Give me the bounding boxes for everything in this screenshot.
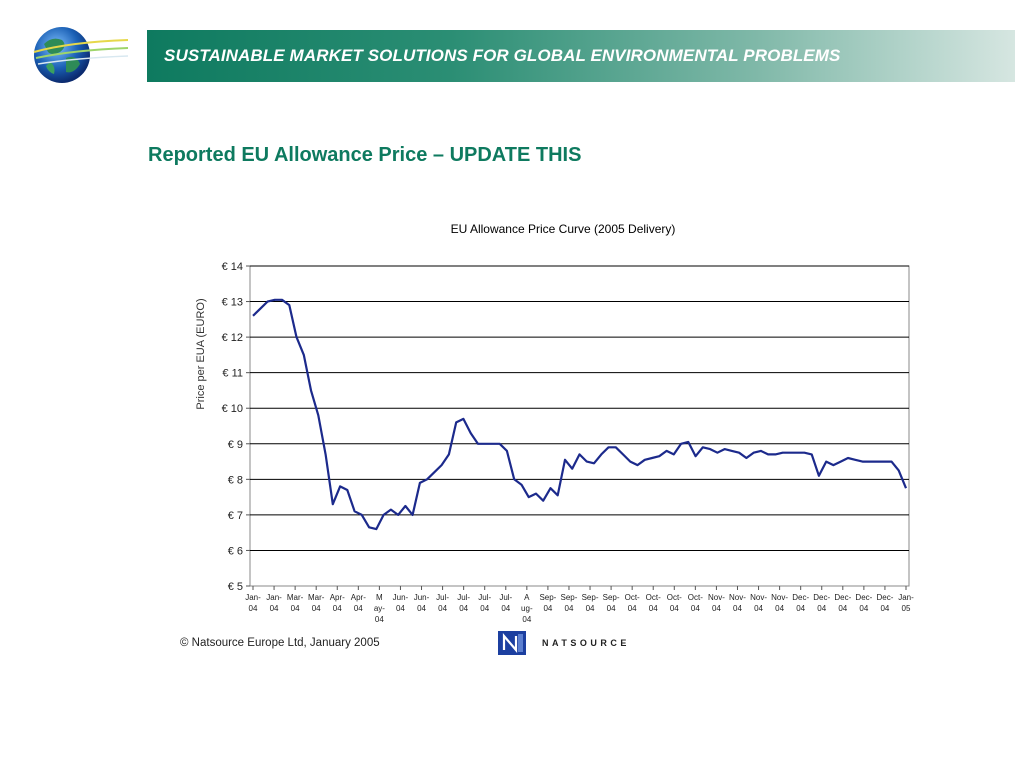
x-tick-label: 04 bbox=[817, 604, 826, 613]
x-tick-label: Sep- bbox=[603, 593, 620, 602]
x-tick-label: 04 bbox=[649, 604, 658, 613]
plot-area-frame bbox=[249, 265, 910, 587]
y-tick-label: € 13 bbox=[222, 297, 243, 309]
x-tick-labels: Jan- 04 Jan- 04 Mar- 04 Mar- 04 Apr- 04 Apr- 04 May-… bbox=[245, 593, 914, 624]
x-tick-label: 04 bbox=[270, 604, 279, 613]
x-tick-label: 04 bbox=[501, 604, 510, 613]
x-tick-label: Sep- bbox=[539, 593, 556, 602]
gridlines bbox=[246, 265, 910, 590]
x-tick-label: Nov- bbox=[771, 593, 788, 602]
x-tick-label: 04 bbox=[312, 604, 321, 613]
x-tick-label: 04 bbox=[712, 604, 721, 613]
y-tick-labels: € 5 € 6 € 7 € 8 € 9 € 10 € 11 € 12 € 13 € 14 bbox=[222, 261, 243, 593]
x-tick-label: 04 bbox=[396, 604, 405, 613]
x-tick-label: M bbox=[376, 593, 383, 602]
series-line bbox=[252, 298, 908, 531]
x-tick-label: Nov- bbox=[750, 593, 767, 602]
chart-svg: EU Allowance Price Curve (2005 Delivery)… bbox=[195, 222, 914, 624]
x-tick-label: Dec- bbox=[876, 593, 893, 602]
x-tick-label: Oct- bbox=[688, 593, 703, 602]
globe-logo bbox=[30, 22, 130, 88]
x-tick-label: ug- bbox=[521, 604, 533, 613]
x-tick-label: 04 bbox=[607, 604, 616, 613]
series-lines bbox=[252, 298, 908, 531]
natsource-logo-icon bbox=[498, 631, 526, 655]
x-tick-label: ay- bbox=[374, 604, 385, 613]
x-tick-label: Jun- bbox=[414, 593, 430, 602]
x-tick-label: Jun- bbox=[393, 593, 409, 602]
x-tick-label: Nov- bbox=[708, 593, 725, 602]
y-tick-label: € 5 bbox=[228, 581, 243, 593]
y-tick-label: € 14 bbox=[222, 261, 243, 273]
y-tick-label: € 11 bbox=[222, 368, 243, 380]
x-tick-label: Oct- bbox=[625, 593, 640, 602]
x-tick-label: Jul- bbox=[436, 593, 449, 602]
x-tick-label: Dec- bbox=[813, 593, 830, 602]
x-tick-label: 04 bbox=[670, 604, 679, 613]
price-chart: EU Allowance Price Curve (2005 Delivery)… bbox=[180, 212, 940, 632]
x-tick-label: Oct- bbox=[646, 593, 661, 602]
x-tick-label: Mar- bbox=[287, 593, 304, 602]
slide-title: Reported EU Allowance Price – UPDATE THI… bbox=[148, 144, 582, 166]
x-tick-label: 04 bbox=[480, 604, 489, 613]
x-tick-label: A bbox=[524, 593, 530, 602]
y-tick-label: € 6 bbox=[228, 545, 243, 557]
x-tick-label: 04 bbox=[543, 604, 552, 613]
x-tick-label: 04 bbox=[586, 604, 595, 613]
x-tick-label: Jan- bbox=[245, 593, 261, 602]
y-tick-label: € 10 bbox=[222, 403, 243, 415]
x-tick-label: Dec- bbox=[834, 593, 851, 602]
x-tick-label: Jan- bbox=[898, 593, 914, 602]
x-tick-label: Apr- bbox=[330, 593, 345, 602]
x-tick-label: 05 bbox=[902, 604, 911, 613]
x-tick-label: 04 bbox=[754, 604, 763, 613]
y-tick-label: € 7 bbox=[228, 510, 243, 522]
x-tick-label: 04 bbox=[628, 604, 637, 613]
y-axis-label: Price per EUA (EURO) bbox=[195, 298, 207, 409]
x-tick-label: Dec- bbox=[855, 593, 872, 602]
y-tick-label: € 9 bbox=[228, 439, 243, 451]
x-tick-label: Dec- bbox=[792, 593, 809, 602]
x-tick-label: 04 bbox=[438, 604, 447, 613]
x-tick-label: Jul- bbox=[457, 593, 470, 602]
x-tick-label: 04 bbox=[565, 604, 574, 613]
x-tick-label: 04 bbox=[459, 604, 468, 613]
copyright-text: © Natsource Europe Ltd, January 2005 bbox=[180, 637, 380, 649]
x-tick-label: 04 bbox=[691, 604, 700, 613]
natsource-brand-text: NATSOURCE bbox=[542, 638, 630, 648]
x-tick-label: Jan- bbox=[266, 593, 282, 602]
chart-title: EU Allowance Price Curve (2005 Delivery) bbox=[451, 222, 676, 236]
x-tick-label: 04 bbox=[522, 615, 531, 624]
x-tick-label: 04 bbox=[375, 615, 384, 624]
x-tick-label: 04 bbox=[838, 604, 847, 613]
x-tick-label: Nov- bbox=[729, 593, 746, 602]
x-tick-label: 04 bbox=[333, 604, 342, 613]
x-tick-label: 04 bbox=[417, 604, 426, 613]
x-tick-label: 04 bbox=[249, 604, 258, 613]
x-tick-label: 04 bbox=[775, 604, 784, 613]
x-tick-label: Mar- bbox=[308, 593, 325, 602]
x-tick-label: 04 bbox=[859, 604, 868, 613]
y-tick-label: € 12 bbox=[222, 332, 243, 344]
x-tick-label: Apr- bbox=[351, 593, 366, 602]
x-tick-label: 04 bbox=[796, 604, 805, 613]
banner-title: SUSTAINABLE MARKET SOLUTIONS FOR GLOBAL … bbox=[164, 46, 841, 65]
x-tick-label: 04 bbox=[291, 604, 300, 613]
x-tick-label: 04 bbox=[880, 604, 889, 613]
y-tick-label: € 8 bbox=[228, 474, 243, 486]
x-tick-label: 04 bbox=[354, 604, 363, 613]
x-tick-label: Jul- bbox=[478, 593, 491, 602]
x-tick-label: 04 bbox=[733, 604, 742, 613]
x-tick-label: Sep- bbox=[582, 593, 599, 602]
x-tick-label: Sep- bbox=[561, 593, 578, 602]
header-banner: SUSTAINABLE MARKET SOLUTIONS FOR GLOBAL … bbox=[147, 30, 1015, 82]
x-tick-label: Oct- bbox=[667, 593, 682, 602]
x-tick-label: Jul- bbox=[499, 593, 512, 602]
